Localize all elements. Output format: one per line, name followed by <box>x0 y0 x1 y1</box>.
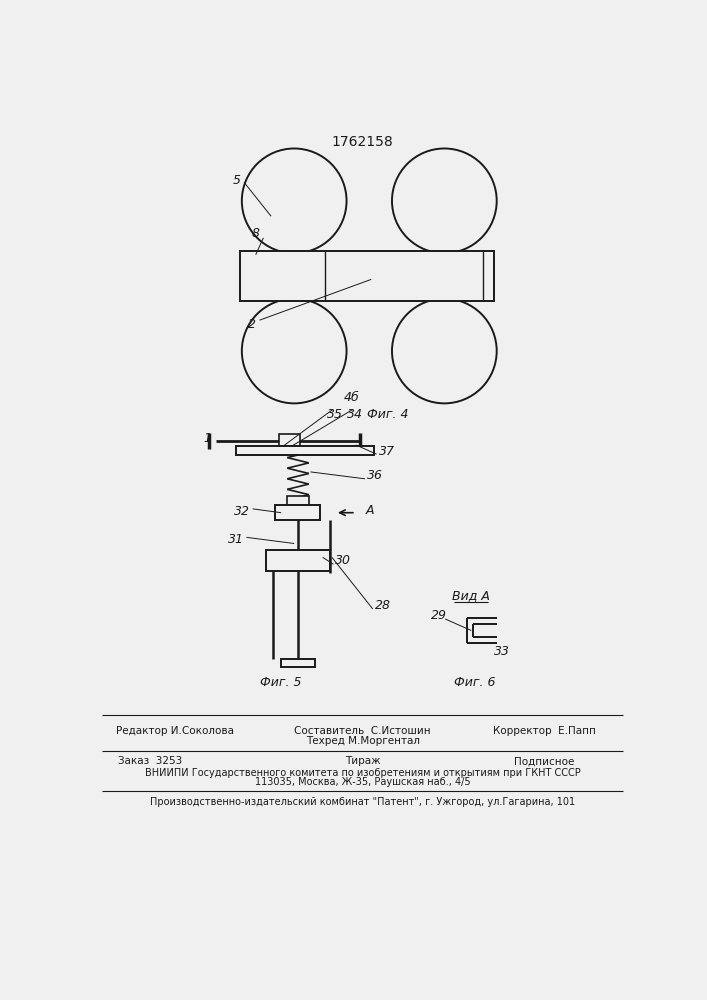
Text: Вид А: Вид А <box>452 589 490 602</box>
Bar <box>279 434 300 446</box>
Bar <box>240 251 494 301</box>
Text: Составитель  С.Истошин: Составитель С.Истошин <box>294 726 431 736</box>
Text: 5: 5 <box>233 174 240 187</box>
Text: 113035, Москва, Ж-35, Раушская наб., 4/5: 113035, Москва, Ж-35, Раушская наб., 4/5 <box>255 777 471 787</box>
Text: 32: 32 <box>234 505 250 518</box>
Text: Заказ  3253: Заказ 3253 <box>118 756 182 766</box>
Text: 8: 8 <box>252 227 259 240</box>
Text: 36: 36 <box>368 469 383 482</box>
Text: Производственно-издательский комбинат "Патент", г. Ужгород, ул.Гагарина, 101: Производственно-издательский комбинат "П… <box>150 797 575 807</box>
Text: Корректор  Е.Папп: Корректор Е.Папп <box>493 726 596 736</box>
Text: 2: 2 <box>248 318 256 331</box>
Text: 33: 33 <box>494 645 510 658</box>
Bar <box>275 505 320 520</box>
Text: ВНИИПИ Государственного комитета по изобретениям и открытиям при ГКНТ СССР: ВНИИПИ Государственного комитета по изоб… <box>145 768 580 778</box>
Bar <box>281 659 315 667</box>
Text: 1762158: 1762158 <box>332 135 394 149</box>
Text: Подписное: Подписное <box>514 756 575 766</box>
Text: 28: 28 <box>375 599 391 612</box>
Bar <box>287 496 309 507</box>
Bar <box>236 446 373 455</box>
Text: Фиг. 4: Фиг. 4 <box>367 408 408 421</box>
Text: 1: 1 <box>203 432 211 445</box>
Text: Техред М.Моргентал: Техред М.Моргентал <box>305 736 420 746</box>
Text: Фиг. 5: Фиг. 5 <box>259 676 301 689</box>
Text: Редактор И.Соколова: Редактор И.Соколова <box>116 726 234 736</box>
Text: А: А <box>366 504 374 517</box>
Text: 4б: 4б <box>344 391 360 404</box>
Text: 37: 37 <box>379 445 395 458</box>
Text: Тираж: Тираж <box>345 756 380 766</box>
Bar <box>266 550 330 571</box>
Text: Фиг. 6: Фиг. 6 <box>455 676 496 689</box>
Text: 35: 35 <box>327 408 343 421</box>
Text: 29: 29 <box>431 609 447 622</box>
Text: 30: 30 <box>335 554 351 567</box>
Text: 31: 31 <box>228 533 244 546</box>
Text: 34: 34 <box>347 408 363 421</box>
